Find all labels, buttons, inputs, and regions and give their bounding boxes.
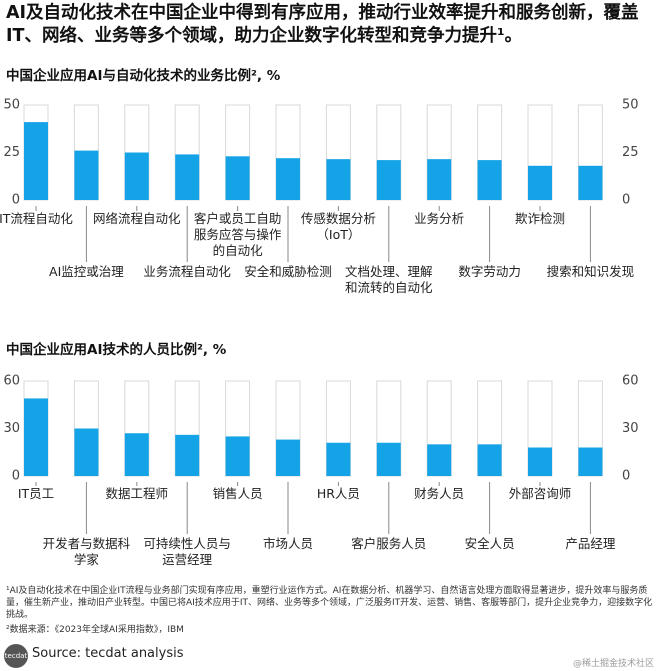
x-tick-label: 外部咨询师 xyxy=(494,486,586,502)
x-tick-label: 产品经理 xyxy=(544,536,637,552)
x-tick-label: 数字劳动力 xyxy=(441,264,538,280)
x-tick-label: 销售人员 xyxy=(191,486,284,502)
bar xyxy=(578,447,603,476)
footnote: ²数据来源：《2023年全球AI采用指数》，IBM xyxy=(6,625,184,635)
bar xyxy=(225,436,250,476)
footnote: ¹AI及自动化技术在中国企业IT流程与业务部门实现有序应用，重塑行业运作方式。A… xyxy=(6,586,653,620)
x-tick-label: IT员工 xyxy=(0,486,82,502)
bar xyxy=(276,439,300,476)
y-tick-label: 25 xyxy=(3,145,20,160)
logo: tecdat xyxy=(4,644,28,668)
y2-tick-label: 25 xyxy=(622,145,639,160)
x-tick-label: 欺诈检测 xyxy=(492,211,588,227)
y-tick-label: 0 xyxy=(12,193,20,208)
bar xyxy=(528,447,552,476)
bar xyxy=(175,154,200,200)
chart-title: 中国企业应用AI与自动化技术的业务比例², % xyxy=(6,68,281,84)
bar xyxy=(24,398,48,476)
x-tick-label: 搜索和知识发现 xyxy=(542,264,639,280)
x-tick-label: 安全人员 xyxy=(443,536,536,552)
bar xyxy=(427,444,452,476)
y-tick-label: 30 xyxy=(3,421,20,436)
x-tick-label: 数据工程师 xyxy=(90,486,183,502)
x-tick-label: 市场人员 xyxy=(242,536,334,552)
y-tick-label: 0 xyxy=(12,469,20,484)
y2-tick-label: 60 xyxy=(622,374,639,389)
x-tick-label: 开发者与数据科学家 xyxy=(40,536,133,568)
y2-tick-label: 30 xyxy=(622,421,639,436)
bar xyxy=(477,160,502,200)
y-tick-label: 50 xyxy=(3,98,20,113)
x-tick-label: 客户服务人员 xyxy=(342,536,435,552)
bar xyxy=(326,442,351,476)
bar xyxy=(376,442,401,476)
x-tick-label: HR人员 xyxy=(292,486,385,502)
x-tick-label: 业务分析 xyxy=(391,211,488,227)
bar xyxy=(124,433,149,476)
page-title: AI及自动化技术在中国企业中得到有序应用，推动行业效率提升和服务创新，覆盖IT、… xyxy=(6,3,639,46)
x-tick-label: 业务流程自动化 xyxy=(139,264,236,280)
y-tick-label: 60 xyxy=(3,374,20,389)
x-tick-label: 传感数据分析（IoT） xyxy=(290,211,387,243)
x-tick-label: 文档处理、理解和流转的自动化 xyxy=(340,264,437,296)
bar xyxy=(376,160,401,200)
bar xyxy=(74,428,99,476)
x-tick-label: 客户或员工自助服务应答与操作的自动化 xyxy=(189,211,286,259)
bar xyxy=(74,150,99,200)
bar xyxy=(578,165,603,200)
x-tick-label: 安全和威胁检测 xyxy=(240,264,336,280)
bar xyxy=(427,159,452,200)
source: Source: tecdat analysis xyxy=(32,646,184,661)
watermark: @稀土掘金技术社区 xyxy=(572,659,654,669)
bar xyxy=(124,152,149,200)
x-tick-label: 可持续性人员与运营经理 xyxy=(141,536,234,568)
x-tick-label: AI监控或治理 xyxy=(38,264,135,280)
bar xyxy=(175,434,200,476)
y2-tick-label: 50 xyxy=(622,98,639,113)
y2-tick-label: 0 xyxy=(622,193,630,208)
x-tick-label: 网络流程自动化 xyxy=(88,211,185,227)
bar xyxy=(326,159,351,200)
bar xyxy=(276,158,300,200)
y2-tick-label: 0 xyxy=(622,469,630,484)
x-tick-label: IT流程自动化 xyxy=(0,211,84,227)
bar xyxy=(528,165,552,200)
bar xyxy=(225,156,250,200)
chart-title: 中国企业应用AI技术的人员比例², % xyxy=(6,342,227,358)
x-tick-label: 财务人员 xyxy=(393,486,486,502)
bar xyxy=(24,122,48,200)
bar xyxy=(477,444,502,476)
